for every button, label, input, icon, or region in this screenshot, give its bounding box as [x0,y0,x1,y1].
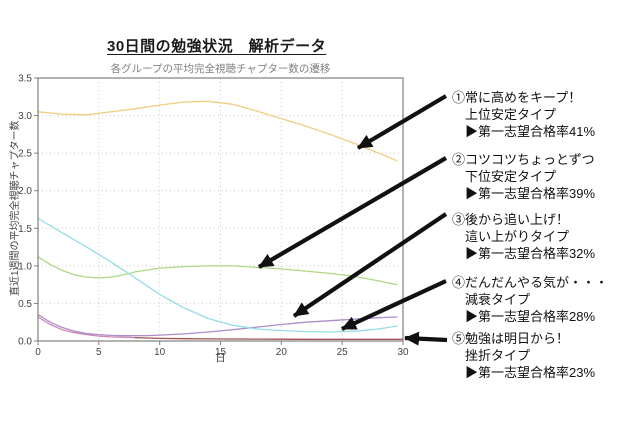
chart-axes: 0 5 10 15 20 25 30 0.0 0.5 1.0 1.5 2.0 2.5 3.0 3.5 [18,74,409,359]
chart-series [37,100,404,340]
annotation-arrow-4 [341,279,447,331]
annotation-4-pass-rate: ▶第一志望合格率28% [465,309,596,324]
annotation-1-type: 上位安定タイプ [465,107,557,122]
y-axis-label: 直近1週間の平均完全視聴チャプター数 [10,120,21,296]
annotation-4-type: 減衰タイプ [465,292,531,307]
chart-title: 各グループの平均完全視聴チャプター数の遷移 [110,63,331,75]
y-tick-label: 3.5 [18,74,32,85]
annotation-block-5: ⑤勉強は明日から！ 挫折タイプ ▶第一志望合格率23% [452,330,640,381]
y-tick-label: 0.0 [18,337,32,348]
annotation-3-heading: ③後から追い上げ！ [452,212,570,227]
y-tick-label: 0.5 [18,299,32,310]
annotation-5-pass-rate: ▶第一志望合格率23% [465,365,596,380]
annotation-1-heading: ①常に高めをキープ！ [452,90,582,105]
annotation-3-pass-rate: ▶第一志望合格率32% [465,246,596,261]
series-line-tail-挫折タイプ [134,336,404,340]
y-tick-label: 2.5 [18,149,32,160]
plot-border [37,77,404,342]
annotation-5-type: 挫折タイプ [465,348,531,363]
annotation-arrows [257,94,448,346]
x-tick-label: 5 [96,347,102,358]
series-line-上位安定タイプ [37,100,398,162]
y-tick-label: 1.5 [18,224,32,235]
x-tick-label: 15 [215,347,227,358]
annotation-3-type: 這い上がりタイプ [465,229,570,244]
y-tick-label: 2.0 [18,186,32,197]
x-tick-label: 25 [337,347,349,358]
y-tick-label: 1.0 [18,261,32,272]
series-line-減衰タイプ [37,217,398,333]
y-tick-label: 3.0 [18,111,32,122]
x-tick-label: 10 [154,347,166,358]
x-tick-label: 0 [35,347,41,358]
annotation-2-pass-rate: ▶第一志望合格率39% [465,186,596,201]
annotation-4-heading: ④だんだんやる気が・・・ [452,275,609,290]
x-tick-label: 30 [397,347,409,358]
chart-grid [38,77,404,341]
annotation-2-heading: ②コツコツちょっとずつ [452,152,595,167]
series-line-下位安定タイプ [37,256,398,286]
annotation-1-pass-rate: ▶第一志望合格率41% [465,124,596,139]
annotation-block-3: ③後から追い上げ！ 這い上がりタイプ ▶第一志望合格率32% [452,211,640,262]
annotation-block-1: ①常に高めをキープ！ 上位安定タイプ ▶第一志望合格率41% [452,89,640,140]
annotation-arrow-2 [257,156,448,269]
x-tick-label: 20 [276,347,288,358]
annotation-block-2: ②コツコツちょっとずつ 下位安定タイプ ▶第一志望合格率39% [452,151,640,202]
annotation-arrow-3 [292,212,448,318]
page-title: 30日間の勉強状況 解析データ [107,38,327,55]
x-axis-label: 日 [215,352,226,364]
series-line-這い上がりタイプ [37,314,398,337]
annotation-arrow-5 [404,331,448,346]
annotation-2-type: 下位安定タイプ [465,169,557,184]
series-line-挫折タイプ [37,316,136,339]
annotation-5-heading: ⑤勉強は明日から！ [452,331,570,346]
annotation-block-4: ④だんだんやる気が・・・ 減衰タイプ ▶第一志望合格率28% [452,274,640,325]
annotation-arrow-1 [356,94,448,150]
